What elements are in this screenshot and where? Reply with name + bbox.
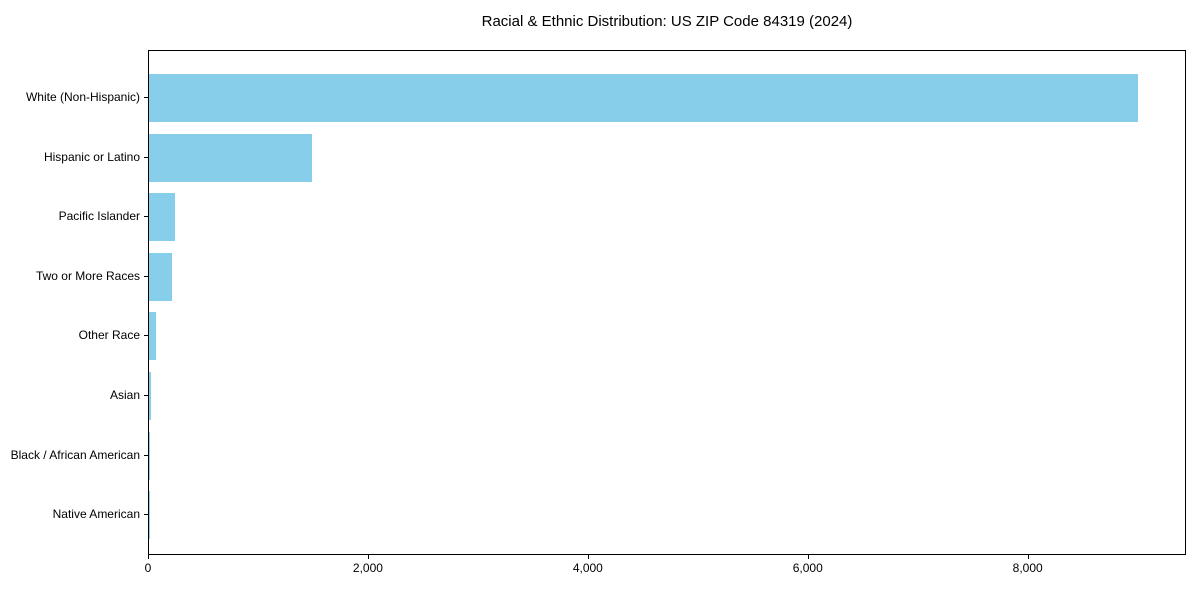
y-tick-label: Two or More Races: [35, 268, 140, 283]
bar: [149, 431, 150, 480]
bar: [149, 74, 1138, 122]
y-tick-label: Asian: [109, 388, 140, 402]
bar: [149, 133, 312, 182]
y-tick-label: Hispanic or Latino: [43, 149, 140, 164]
plot-area: [148, 50, 1186, 555]
y-tick-label: Native American: [52, 507, 140, 522]
x-tick-label: 6,000: [792, 561, 823, 575]
y-tick-mark: [144, 275, 148, 277]
x-tick-mark: [367, 555, 369, 559]
x-tick-mark: [148, 555, 149, 559]
y-tick-mark: [144, 335, 148, 337]
y-tick-mark: [144, 395, 148, 396]
bar: [149, 252, 172, 301]
y-tick-label: White (Non-Hispanic): [25, 90, 140, 104]
x-tick-mark: [1027, 555, 1029, 559]
chart-title: Racial & Ethnic Distribution: US ZIP Cod…: [481, 13, 853, 30]
y-tick-mark: [144, 216, 148, 218]
y-tick-mark: [144, 156, 148, 158]
bar: [149, 372, 151, 420]
x-tick-label: 2,000: [352, 561, 383, 575]
x-tick-mark: [807, 555, 809, 559]
y-tick-label: Other Race: [78, 328, 140, 343]
x-tick-label: 0: [144, 561, 152, 575]
bar: [149, 312, 156, 361]
bar: [149, 193, 175, 242]
y-tick-mark: [144, 454, 148, 456]
y-tick-label: Black / African American: [10, 447, 140, 462]
y-tick-label: Pacific Islander: [58, 209, 140, 224]
y-tick-mark: [144, 97, 148, 98]
x-tick-label: 4,000: [572, 561, 603, 575]
x-tick-mark: [587, 555, 589, 559]
x-tick-label: 8,000: [1012, 561, 1043, 575]
y-tick-mark: [144, 514, 148, 516]
